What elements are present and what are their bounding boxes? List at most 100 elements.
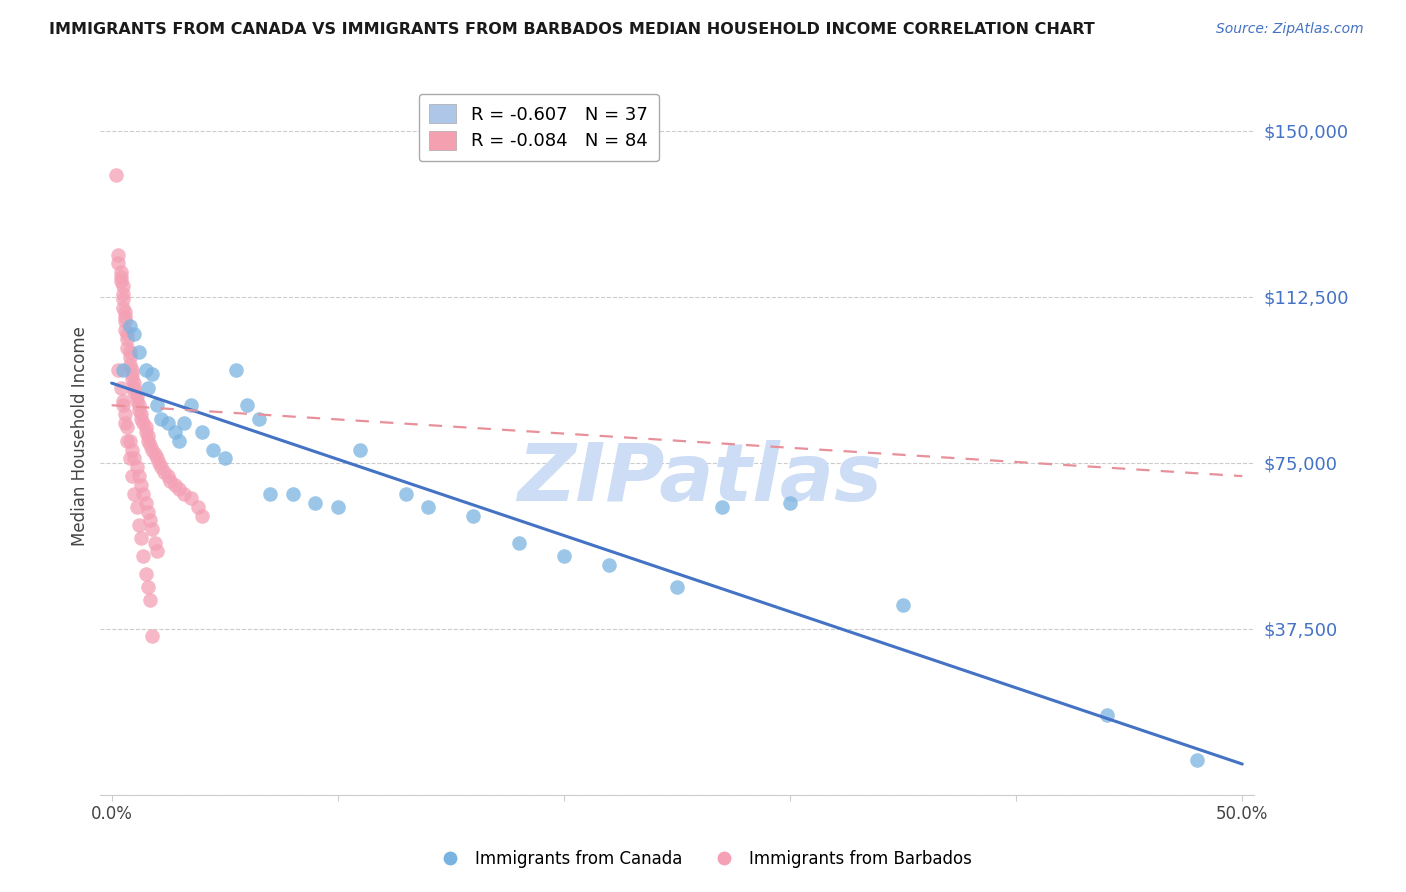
Point — [152, 465, 174, 479]
Point — [157, 416, 180, 430]
Point — [129, 531, 152, 545]
Point — [111, 278, 134, 293]
Point — [139, 593, 162, 607]
Point — [111, 363, 134, 377]
Point — [110, 274, 132, 288]
Point — [141, 522, 163, 536]
Point — [180, 491, 202, 506]
Point — [122, 384, 145, 399]
Point — [118, 318, 141, 333]
Point — [125, 393, 148, 408]
Point — [117, 434, 139, 448]
Point — [118, 345, 141, 359]
Point — [114, 310, 136, 324]
Point — [111, 393, 134, 408]
Point — [187, 500, 209, 515]
Point — [111, 287, 134, 301]
Point — [281, 487, 304, 501]
Point — [136, 434, 159, 448]
Point — [891, 598, 914, 612]
Point — [111, 301, 134, 315]
Point — [553, 549, 575, 563]
Point — [128, 517, 150, 532]
Point — [114, 407, 136, 421]
Point — [128, 345, 150, 359]
Point — [114, 323, 136, 337]
Point — [114, 416, 136, 430]
Point — [150, 460, 173, 475]
Point — [129, 478, 152, 492]
Point — [139, 438, 162, 452]
Legend: R = -0.607   N = 37, R = -0.084   N = 84: R = -0.607 N = 37, R = -0.084 N = 84 — [419, 94, 658, 161]
Point — [121, 442, 143, 457]
Point — [129, 411, 152, 425]
Point — [148, 456, 170, 470]
Point — [107, 256, 129, 270]
Point — [598, 558, 620, 572]
Point — [107, 363, 129, 377]
Point — [135, 425, 157, 439]
Point — [135, 363, 157, 377]
Point — [779, 496, 801, 510]
Point — [117, 341, 139, 355]
Point — [125, 389, 148, 403]
Point — [122, 487, 145, 501]
Point — [128, 402, 150, 417]
Point — [125, 500, 148, 515]
Point — [1185, 753, 1208, 767]
Point — [143, 447, 166, 461]
Point — [191, 508, 214, 523]
Point — [180, 398, 202, 412]
Point — [118, 451, 141, 466]
Point — [418, 500, 440, 515]
Point — [125, 460, 148, 475]
Point — [463, 508, 485, 523]
Point — [173, 416, 195, 430]
Point — [114, 314, 136, 328]
Point — [146, 451, 169, 466]
Point — [110, 265, 132, 279]
Point — [169, 434, 191, 448]
Point — [135, 566, 157, 581]
Point — [107, 247, 129, 261]
Point — [117, 327, 139, 342]
Point — [146, 398, 169, 412]
Point — [143, 535, 166, 549]
Point — [110, 269, 132, 284]
Point — [136, 380, 159, 394]
Text: IMMIGRANTS FROM CANADA VS IMMIGRANTS FROM BARBADOS MEDIAN HOUSEHOLD INCOME CORRE: IMMIGRANTS FROM CANADA VS IMMIGRANTS FRO… — [49, 22, 1095, 37]
Point — [508, 535, 530, 549]
Point — [146, 544, 169, 558]
Point — [121, 368, 143, 382]
Point — [136, 580, 159, 594]
Point — [122, 380, 145, 394]
Point — [141, 629, 163, 643]
Point — [110, 380, 132, 394]
Point — [122, 451, 145, 466]
Point — [711, 500, 734, 515]
Point — [121, 372, 143, 386]
Point — [132, 487, 155, 501]
Point — [132, 416, 155, 430]
Point — [135, 420, 157, 434]
Y-axis label: Median Household Income: Median Household Income — [72, 326, 89, 546]
Point — [114, 305, 136, 319]
Point — [163, 478, 186, 492]
Point — [141, 442, 163, 457]
Point — [111, 292, 134, 306]
Point — [202, 442, 225, 457]
Point — [247, 411, 270, 425]
Point — [136, 429, 159, 443]
Point — [349, 442, 371, 457]
Point — [135, 496, 157, 510]
Point — [1095, 708, 1118, 723]
Point — [136, 504, 159, 518]
Text: Source: ZipAtlas.com: Source: ZipAtlas.com — [1216, 22, 1364, 37]
Point — [304, 496, 326, 510]
Point — [150, 411, 173, 425]
Point — [118, 359, 141, 373]
Point — [111, 398, 134, 412]
Point — [665, 580, 688, 594]
Point — [121, 469, 143, 483]
Point — [122, 327, 145, 342]
